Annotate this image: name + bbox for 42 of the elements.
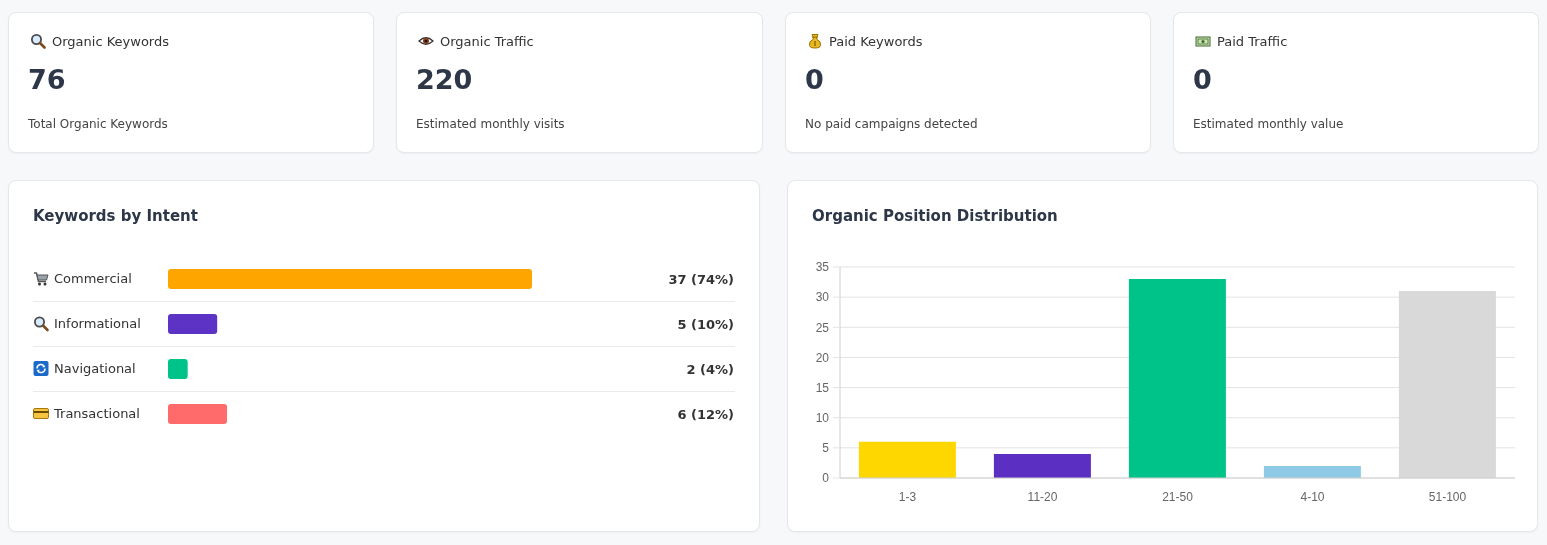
data-label: 6 (12%): [677, 406, 734, 422]
bar: [168, 269, 532, 289]
data-label: 2 (4%): [686, 361, 734, 377]
bar: [168, 359, 188, 379]
text: Estimated monthly visits: [416, 117, 565, 131]
bar: [168, 404, 228, 424]
text: Paid Keywords: [829, 33, 923, 49]
x-tick-label: 4-10: [1300, 489, 1325, 504]
y-tick-label: 20: [815, 350, 830, 365]
y-tick-label: Transactional: [53, 406, 140, 422]
y-tick-label: 5: [822, 441, 830, 456]
text: Organic Keywords: [52, 33, 169, 49]
bar: [1263, 465, 1361, 478]
text: Total Organic Keywords: [28, 117, 168, 131]
chart-title: Keywords by Intent: [33, 207, 198, 225]
y-tick-label: Informational: [54, 316, 141, 332]
text: Paid Traffic: [1217, 33, 1288, 49]
bar: [858, 441, 956, 478]
x-tick-label: 51-100: [1428, 489, 1467, 504]
y-tick-label: Commercial: [54, 271, 132, 287]
y-tick-label: 25: [815, 320, 830, 335]
x-tick-label: 11-20: [1027, 489, 1058, 504]
y-tick-label: 15: [815, 380, 830, 395]
text: Organic Traffic: [440, 33, 534, 49]
y-tick-label: 0: [822, 471, 830, 486]
data-label: 37 (74%): [668, 271, 734, 287]
data-label: 220: [416, 64, 473, 95]
text: Estimated monthly value: [1193, 117, 1344, 131]
x-tick-label: 1-3: [898, 489, 917, 504]
bar: [168, 314, 218, 334]
y-tick-label: 10: [815, 410, 830, 425]
y-tick-label: 35: [815, 260, 830, 275]
data-label: 0: [1193, 64, 1212, 95]
x-tick-label: 21-50: [1162, 489, 1194, 504]
data-label: 5 (10%): [677, 316, 734, 332]
y-tick-label: Navigational: [54, 361, 136, 377]
bar: [993, 453, 1091, 478]
y-tick-label: 30: [815, 290, 830, 305]
text: No paid campaigns detected: [805, 117, 978, 131]
chart-title: Organic Position Distribution: [812, 207, 1058, 225]
bar: [1128, 279, 1226, 478]
data-label: 76: [28, 64, 66, 95]
